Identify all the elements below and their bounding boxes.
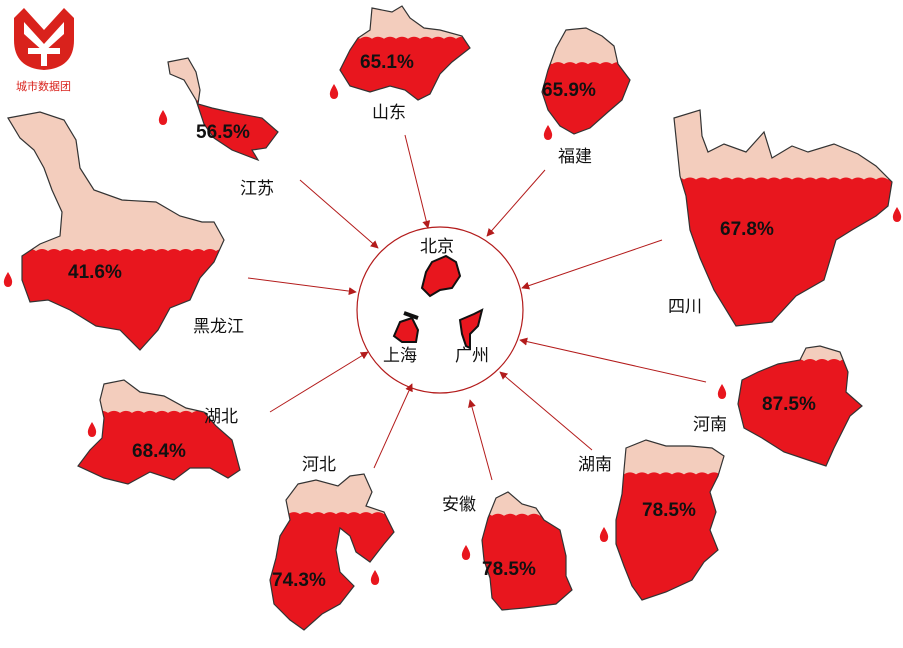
province-shape-filled bbox=[340, 36, 470, 100]
province-shape-filled bbox=[738, 359, 862, 466]
logo: 城市数据团 bbox=[14, 8, 74, 93]
guangzhou-shape bbox=[458, 308, 484, 350]
percent-label: 56.5% bbox=[196, 122, 250, 143]
province-shape-filled bbox=[8, 248, 224, 350]
center-circle bbox=[356, 226, 524, 394]
province-shandong: 65.1% 山东 bbox=[329, 5, 471, 123]
drop-icon bbox=[3, 272, 13, 287]
arrow bbox=[499, 371, 593, 451]
province-name: 河南 bbox=[693, 415, 727, 435]
drop-icon bbox=[158, 110, 168, 125]
arrow bbox=[468, 399, 493, 481]
percent-label: 87.5% bbox=[762, 394, 816, 415]
percent-label: 67.8% bbox=[720, 219, 774, 240]
province-fujian: 65.9% 福建 bbox=[541, 27, 631, 167]
province-shape-filled bbox=[168, 100, 278, 160]
province-shape-filled bbox=[674, 177, 892, 326]
province-outline bbox=[481, 491, 573, 611]
drop-icon bbox=[461, 545, 471, 560]
province-anhui: 78.5% 安徽 bbox=[442, 491, 573, 611]
drop-icon bbox=[329, 84, 339, 99]
arrow bbox=[299, 179, 379, 249]
province-heilongjiang: 41.6% 黑龙江 bbox=[3, 111, 244, 351]
drop-icon bbox=[717, 384, 727, 399]
province-name: 山东 bbox=[372, 103, 406, 123]
province-hebei: 74.3% 河北 bbox=[269, 455, 395, 631]
percent-label: 78.5% bbox=[482, 559, 536, 580]
percent-label: 68.4% bbox=[132, 441, 186, 462]
percent-label: 78.5% bbox=[642, 500, 696, 521]
province-shape-filled bbox=[542, 62, 630, 134]
province-jiangsu: 56.5% 江苏 bbox=[158, 57, 279, 199]
province-outline bbox=[77, 379, 241, 485]
province-outline bbox=[339, 5, 471, 101]
province-shape-filled bbox=[78, 410, 240, 484]
province-name: 福建 bbox=[558, 147, 592, 167]
province-name: 河北 bbox=[302, 455, 336, 475]
drop-icon bbox=[87, 422, 97, 437]
arrow bbox=[269, 351, 369, 413]
shanghai-shape bbox=[392, 316, 420, 343]
province-hubei: 68.4% 湖北 bbox=[77, 379, 241, 485]
drop-icon bbox=[892, 207, 902, 222]
city-label-guangzhou: 广州 bbox=[455, 346, 489, 366]
province-outline bbox=[737, 345, 863, 467]
province-name: 安徽 bbox=[442, 495, 476, 515]
arrow bbox=[521, 239, 663, 290]
province-shape-filled bbox=[482, 513, 572, 610]
arrow bbox=[519, 337, 707, 383]
percent-label: 65.1% bbox=[360, 52, 414, 73]
drop-icon bbox=[370, 570, 380, 585]
percent-label: 74.3% bbox=[272, 570, 326, 591]
province-outline bbox=[541, 27, 631, 135]
arrow bbox=[247, 277, 357, 296]
province-hunan: 78.5% 湖南 bbox=[578, 439, 725, 601]
city-label-shanghai: 上海 bbox=[383, 346, 417, 366]
province-name: 黑龙江 bbox=[193, 317, 244, 337]
beijing-shape bbox=[420, 254, 462, 298]
province-name: 湖北 bbox=[204, 407, 238, 427]
province-shape-filled bbox=[616, 472, 724, 600]
arrow bbox=[486, 169, 546, 237]
province-henan: 87.5% 河南 bbox=[693, 345, 863, 467]
city-label-beijing: 北京 bbox=[420, 237, 454, 257]
province-outline bbox=[167, 57, 279, 162]
province-outline bbox=[615, 439, 725, 601]
province-outline bbox=[269, 473, 395, 631]
province-outline bbox=[673, 109, 893, 327]
province-name: 江苏 bbox=[240, 179, 274, 199]
province-outline bbox=[7, 111, 225, 351]
drop-icon bbox=[543, 125, 553, 140]
arrow bbox=[404, 134, 431, 229]
province-name: 四川 bbox=[668, 297, 702, 317]
province-sichuan: 67.8% 四川 bbox=[668, 109, 902, 327]
logo-text: 城市数据团 bbox=[16, 79, 71, 93]
arrow bbox=[373, 383, 413, 469]
percent-label: 65.9% bbox=[542, 80, 596, 101]
percent-label: 41.6% bbox=[68, 262, 122, 283]
shanghai-island bbox=[403, 311, 419, 320]
province-name: 湖南 bbox=[578, 455, 612, 475]
drop-icon bbox=[599, 527, 609, 542]
